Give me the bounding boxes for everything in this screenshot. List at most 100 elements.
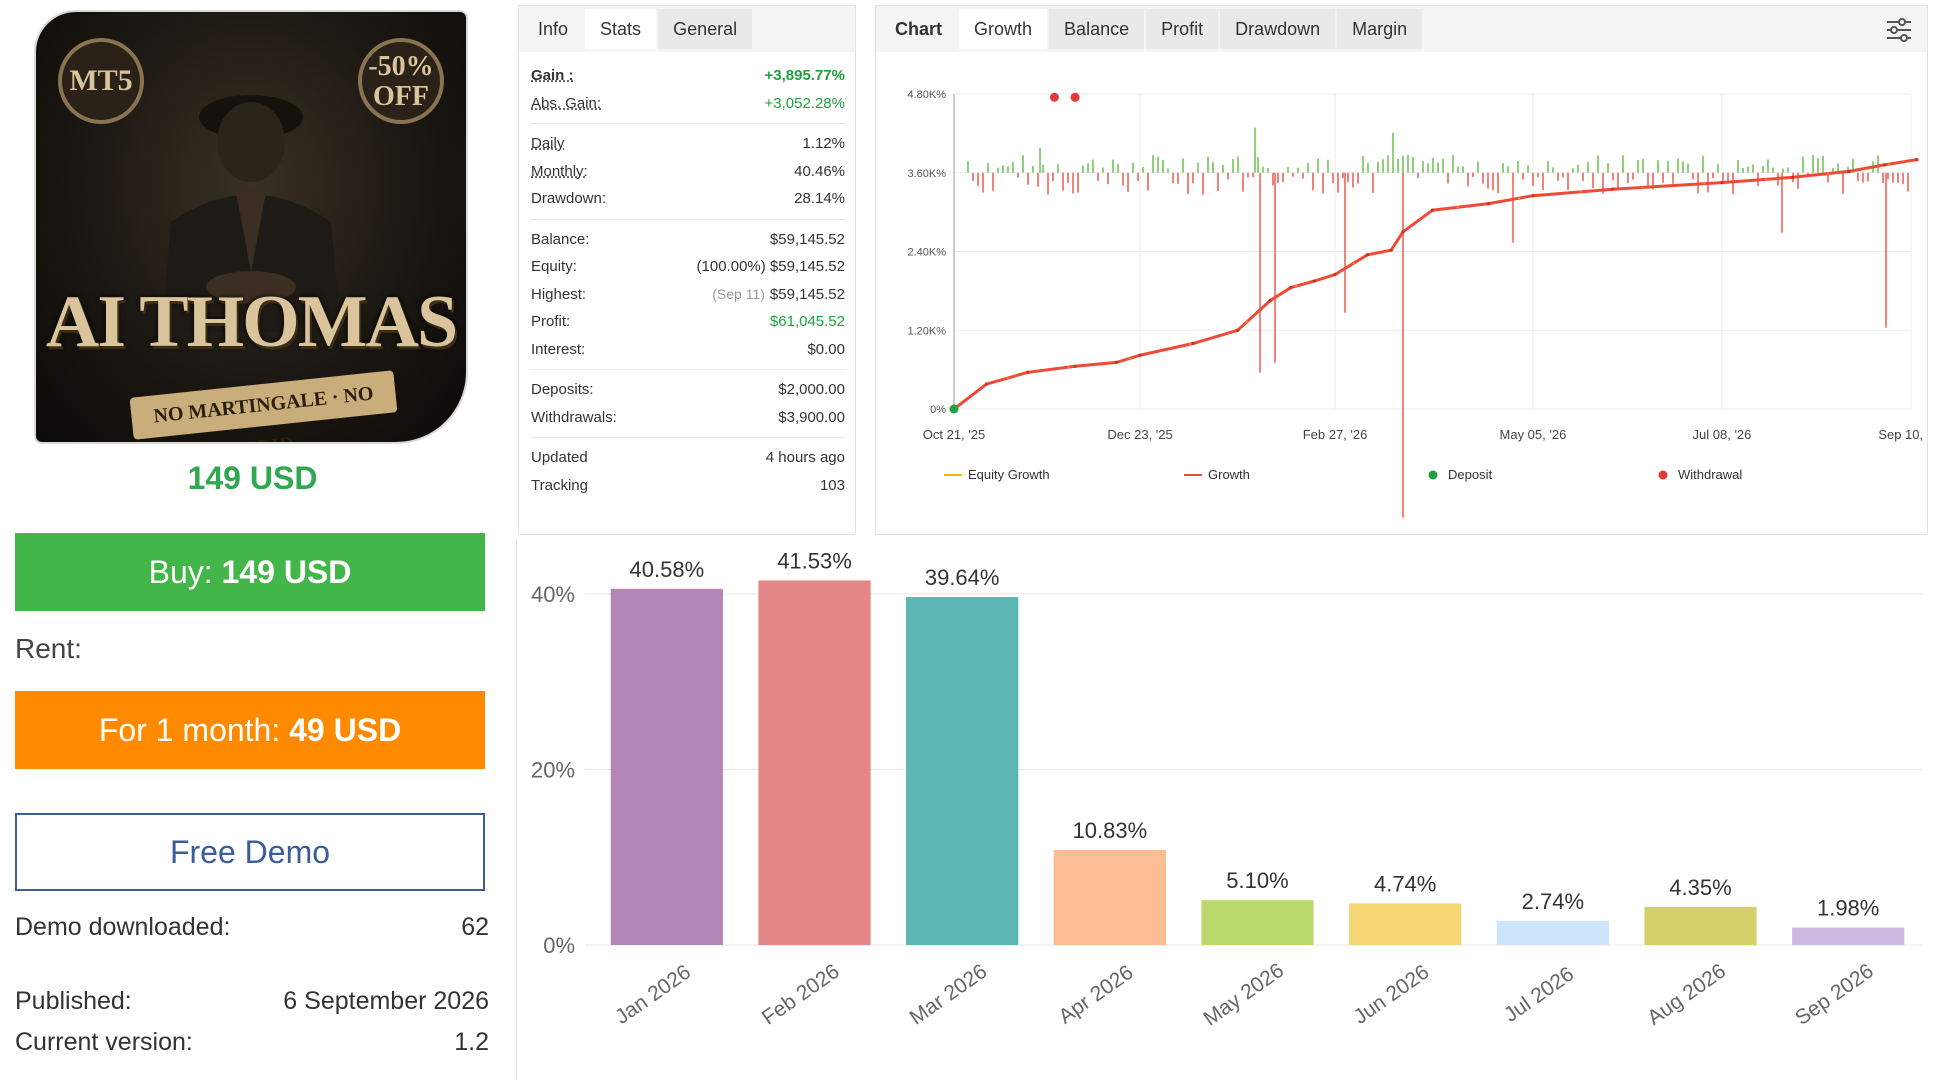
stats-tabs: Info Stats General [519,6,855,52]
demo-downloaded-value: 62 [461,913,489,941]
interest-value: $0.00 [807,340,845,358]
monthly-returns-panel: 40% 20% 0% 40.58% Jan 2026 41.53% Feb 2026 39.6… [516,540,1934,1080]
tab-info[interactable]: Info [523,9,584,49]
y-tick-label: 20% [531,757,575,782]
equity-values: (100.00%) $59,145.52 [697,253,845,281]
x-category-label: Feb 2026 [758,960,844,1030]
growth-point [1114,360,1119,365]
highest-row: Highest: (Sep 11) $59,145.52 [531,281,845,309]
bar-value-label: 10.83% [1073,818,1148,843]
x-category-label: Mar 2026 [906,960,992,1030]
daily-value: 1.12% [802,135,845,152]
withdrawals-value: $3,900.00 [778,408,845,426]
bar [758,580,871,945]
cover-title: AI THOMAS [45,281,458,363]
x-category-label: Jun 2026 [1349,960,1433,1028]
demo-downloaded-row: Demo downloaded: 62 [15,913,489,942]
bar [1496,920,1609,945]
growth-point [1720,180,1724,185]
daily-label[interactable]: Daily [531,135,565,152]
highest-date: (Sep 11) [712,285,765,302]
x-category-label: May 2026 [1199,959,1288,1031]
bar [1349,903,1462,945]
bar [1644,906,1757,945]
rent-1-month-button[interactable]: For 1 month: 49 USD [15,691,485,769]
balance-value: $59,145.52 [769,230,845,248]
tab-drawdown[interactable]: Drawdown [1220,9,1336,49]
deposit-marker [949,404,959,414]
published-label: Published: [15,987,132,1015]
legend-withdrawal-swatch [1658,470,1668,480]
divider [531,437,845,438]
growth-point [1401,230,1405,234]
equity-percent: (100.00%) [696,258,766,275]
growth-point [1235,328,1240,332]
published-row: Published: 6 September 2026 [15,987,489,1016]
equity-row: Equity: (100.00%) $59,145.52 [531,253,845,281]
tab-stats[interactable]: Stats [585,9,657,49]
discount-percent: -50% [368,51,434,82]
buy-button[interactable]: Buy: 149 USD [15,533,485,611]
product-cover-image[interactable]: MT5 -50% OFF AI THOMAS NO MARTINGALE · N… [36,12,466,442]
x-tick-label: Feb 27, '26 [1303,427,1368,442]
interest-label: Interest: [531,340,586,358]
sliders-icon[interactable] [1885,16,1913,44]
growth-point [1289,285,1293,290]
version-value: 1.2 [454,1028,489,1056]
tab-chart[interactable]: Chart [880,9,958,49]
abs-gain-row: Abs. Gain: +3,052.28% [531,90,845,118]
tab-general[interactable]: General [658,9,753,49]
x-category-label: Jul 2026 [1500,962,1578,1026]
monthly-value: 40.46% [794,162,845,180]
x-category-label: Aug 2026 [1643,959,1730,1029]
deposits-label: Deposits: [531,381,594,398]
demo-downloaded-label: Demo downloaded: [15,913,231,941]
equity-label: Equity: [531,258,577,275]
abs-gain-value: +3,052.28% [764,94,846,112]
version-label: Current version: [15,1028,193,1056]
highest-values: (Sep 11) $59,145.52 [712,281,845,309]
tab-growth[interactable]: Growth [959,9,1048,49]
equity-growth-line [953,159,1917,410]
tracking-row: Tracking 103 [531,472,845,500]
man-in-cap-figure [161,95,341,332]
bar [906,597,1019,945]
discount-badge: -50% OFF [358,38,444,124]
daily-row: Daily 1.12% [531,130,845,158]
monthly-label[interactable]: Monthly: [531,162,588,180]
drawdown-label: Drawdown: [531,190,607,207]
gain-label[interactable]: Gain : [531,67,574,84]
y-tick-label: 1.20K% [907,325,946,337]
buy-button-prefix: Buy: [148,554,213,590]
legend-label: Deposit [1448,467,1492,482]
abs-gain-label[interactable]: Abs. Gain: [531,94,602,112]
profit-label: Profit: [531,313,571,330]
x-tick-label: Sep 10, '26 [1878,427,1927,442]
growth-point [1138,353,1142,357]
bar-value-label: 1.98% [1817,896,1879,921]
growth-point [1365,253,1370,257]
growth-point [1268,299,1272,303]
tab-profit[interactable]: Profit [1146,9,1219,49]
withdrawal-marker [1070,92,1080,102]
bar [1053,849,1166,945]
tab-margin[interactable]: Margin [1337,9,1423,49]
growth-chart-panel: Chart Growth Balance Profit Drawdown Mar… [875,5,1928,535]
y-tick-label: 0% [543,933,575,958]
bar [1201,900,1314,945]
free-demo-button[interactable]: Free Demo [15,813,485,891]
y-tick-label: 4.80K% [907,89,946,101]
gain-value: +3,895.77% [764,67,846,84]
buy-button-value: 149 USD [221,554,352,590]
bar [1792,927,1905,945]
growth-line [953,158,1918,411]
growth-point [1847,169,1851,174]
growth-point [1389,248,1393,252]
tab-balance[interactable]: Balance [1049,9,1145,49]
growth-point [1312,279,1316,283]
chart-tabs: Chart Growth Balance Profit Drawdown Mar… [876,6,1927,52]
monthly-row: Monthly: 40.46% [531,158,845,186]
balance-label: Balance: [531,230,590,248]
legend-deposit-swatch [1428,470,1438,480]
x-tick-label: Oct 21, '25 [923,427,985,442]
